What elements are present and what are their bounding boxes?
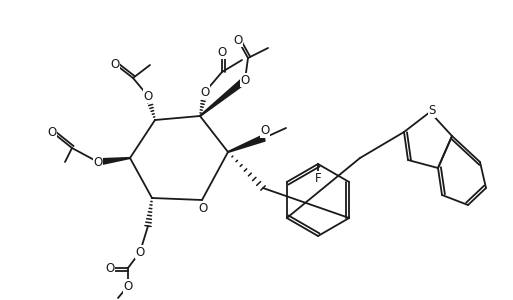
Text: O: O [218,46,227,59]
Text: F: F [314,172,321,184]
Polygon shape [97,158,130,165]
Text: O: O [47,125,56,139]
Text: O: O [110,58,120,70]
Text: O: O [261,124,270,137]
Text: O: O [105,262,114,275]
Text: O: O [241,74,250,86]
Polygon shape [228,135,265,152]
Text: O: O [199,202,208,214]
Polygon shape [200,77,247,116]
Text: O: O [233,34,243,46]
Text: O: O [123,280,133,292]
Text: O: O [93,155,103,169]
Text: S: S [428,104,436,118]
Text: O: O [143,89,153,103]
Text: O: O [135,245,145,259]
Text: O: O [201,85,210,98]
